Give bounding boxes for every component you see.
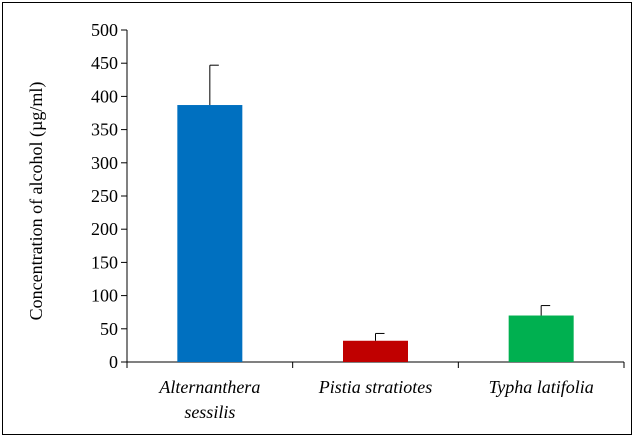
y-tick-label: 100 bbox=[91, 286, 118, 306]
y-axis-label: Concentration of alcohol (µg/ml) bbox=[26, 82, 47, 321]
error-bars bbox=[126, 64, 625, 368]
y-tick-label: 150 bbox=[91, 252, 118, 272]
y-tick-label: 200 bbox=[91, 219, 118, 239]
y-ticks: 0 50 100 150 200 250 300 350 400 450 500 bbox=[91, 20, 127, 372]
bar bbox=[343, 340, 408, 362]
chart-frame bbox=[2, 2, 632, 435]
x-category-label: Alternanthera bbox=[158, 377, 260, 397]
bar bbox=[177, 105, 243, 363]
x-category-label: Pistia stratiotes bbox=[318, 377, 433, 397]
y-tick-label: 500 bbox=[91, 20, 118, 40]
y-tick-label: 50 bbox=[100, 319, 118, 339]
y-tick-label: 350 bbox=[91, 120, 118, 140]
bar bbox=[508, 315, 574, 362]
x-category-label: Typha latifolia bbox=[489, 377, 594, 397]
y-tick-label: 250 bbox=[91, 186, 118, 206]
y-tick-label: 0 bbox=[109, 352, 118, 372]
bars bbox=[177, 105, 574, 363]
y-tick-label: 400 bbox=[91, 86, 118, 106]
y-tick-label: 450 bbox=[91, 53, 118, 73]
x-category-labels: Alternanthera sessilis Pistia stratiotes Ty… bbox=[158, 377, 593, 422]
x-category-label: sessilis bbox=[184, 402, 235, 422]
y-tick-label: 300 bbox=[91, 153, 118, 173]
